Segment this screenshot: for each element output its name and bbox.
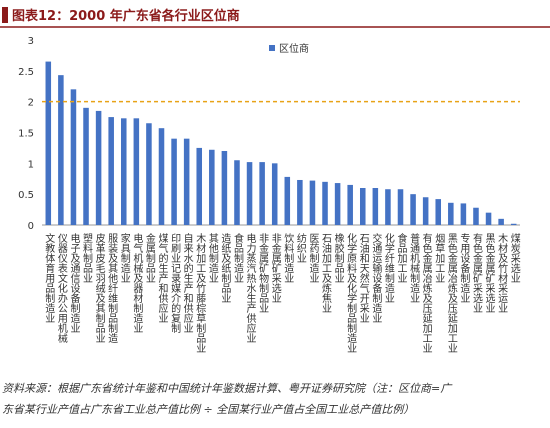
bar (70, 89, 77, 225)
bar (120, 118, 127, 225)
y-tick-label: 1 (28, 159, 34, 170)
bar (284, 176, 291, 225)
bar (133, 118, 140, 225)
source-line: 资料来源：根据广东省统计年鉴和中国统计年鉴数据计算、粤开证券研究院（注：区位商=… (2, 382, 453, 395)
title-marker (2, 7, 8, 23)
x-tick-label: 有色金属冶炼及压延加工业 (420, 232, 432, 353)
bar (146, 123, 152, 225)
bar (422, 197, 429, 225)
bar (171, 138, 177, 225)
y-tick-label: 0 (28, 221, 34, 232)
y-tick-label: 1.5 (18, 129, 34, 140)
x-tick-label: 食品制造业 (231, 232, 243, 283)
legend-label: 区位商 (279, 42, 309, 55)
bar (372, 188, 379, 225)
x-tick-label: 非金属矿物制品业 (257, 233, 269, 313)
source-line: 东省某行业产值占广东省工业总产值比例 ÷ 全国某行业产值占全国工业总产值比例） (2, 403, 414, 416)
bar (183, 138, 190, 225)
x-tick-label: 印刷业记录媒介的复制 (169, 233, 181, 333)
bar (246, 162, 253, 225)
x-tick-label: 煤炭采选业 (508, 232, 520, 283)
x-tick-label: 金属制品业 (143, 232, 155, 283)
bar (108, 117, 114, 225)
bar (58, 75, 64, 226)
bar (322, 181, 328, 225)
x-tick-label: 电力蒸汽热水生产供应业 (244, 232, 256, 343)
x-tick-label: 非金属矿采选业 (269, 233, 281, 303)
x-tick-label: 黑色金属矿采选业 (483, 233, 495, 313)
bar (385, 189, 391, 225)
x-tick-label: 电气机械及器材制造业 (131, 232, 143, 333)
bar (460, 203, 467, 225)
x-tick-label: 其他制造业 (206, 233, 218, 283)
x-tick-label: 木材及竹材采运业 (496, 233, 508, 313)
x-tick-label: 石油加工及炼焦业 (320, 233, 332, 313)
x-tick-label: 仪器仪表文化办公用机械 (55, 233, 67, 344)
bar (448, 202, 454, 225)
bar (309, 180, 316, 225)
y-tick-label: 0.5 (18, 190, 34, 201)
bar (83, 107, 89, 225)
x-tick-label: 化学纤维制造业 (382, 232, 394, 303)
bar (196, 147, 203, 225)
x-tick-label: 黑色金属冶炼及压延加工业 (445, 233, 457, 353)
bar (359, 188, 366, 225)
bar (158, 128, 165, 225)
x-tick-label: 化学原料及化学制品制造业 (345, 232, 357, 353)
y-tick-label: 2.5 (18, 67, 34, 78)
x-tick-label: 皮革皮毛羽绒及其制品业 (93, 232, 105, 343)
x-tick-label: 橡胶制品业 (332, 232, 344, 283)
bar (221, 151, 228, 225)
bar (510, 223, 517, 225)
x-tick-label: 塑料制品业 (81, 233, 93, 283)
bar (297, 179, 303, 225)
x-tick-label: 有色金属矿采选业 (470, 232, 482, 313)
bar (95, 110, 102, 225)
x-tick-label: 交通运输设备制造业 (370, 232, 382, 323)
x-tick-label: 石油和天然气开采业 (357, 233, 369, 323)
bar (473, 207, 479, 225)
x-tick-label: 医药制造业 (307, 233, 319, 283)
x-tick-label: 自来水的生产和供应业 (181, 232, 193, 333)
x-tick-label: 专用设备制造业 (458, 232, 470, 303)
bar (334, 183, 341, 225)
legend-swatch (269, 45, 275, 51)
bar (485, 212, 492, 225)
x-tick-label: 服装及其他纤维制品制造 (106, 233, 118, 343)
x-tick-label: 电子及通信设备制造业 (68, 232, 80, 333)
x-tick-label: 普通机械制造业 (408, 232, 420, 303)
y-tick-label: 2 (28, 98, 34, 109)
bar (271, 163, 278, 225)
x-tick-label: 烟草加工业 (433, 232, 445, 283)
x-tick-label: 木材加工及竹藤棕草制品业 (194, 233, 206, 353)
x-tick-label: 饮料制造业 (282, 232, 294, 283)
bar (234, 160, 240, 225)
x-tick-label: 食品加工业 (395, 232, 407, 283)
bar (347, 184, 353, 225)
bar (259, 162, 265, 225)
chart-title: 图表12：2000 年广东省各行业区位商 (12, 8, 240, 24)
x-tick-label: 造纸及纸制品业 (219, 232, 231, 303)
bar (45, 61, 52, 226)
bar (397, 189, 404, 225)
x-tick-label: 煤气的生产和供应业 (156, 232, 168, 323)
bar (209, 149, 215, 225)
bar (410, 194, 416, 225)
x-tick-label: 家具制造业 (118, 232, 130, 283)
bar (498, 218, 504, 225)
x-tick-label: 纺织业 (294, 232, 306, 263)
x-tick-label: 文教体育用品制造业 (43, 232, 55, 323)
y-tick-label: 3 (28, 36, 34, 47)
bar (435, 199, 442, 225)
